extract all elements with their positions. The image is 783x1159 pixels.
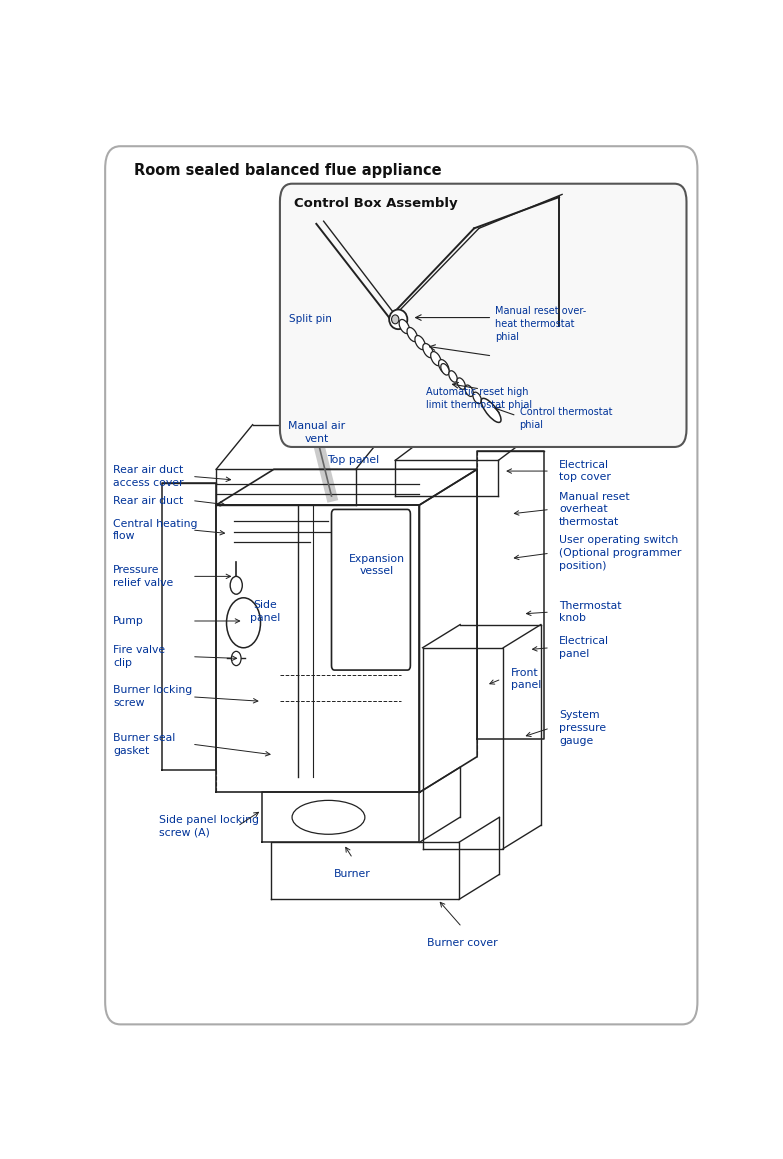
Circle shape <box>230 576 242 595</box>
Ellipse shape <box>473 392 482 403</box>
Ellipse shape <box>407 328 417 342</box>
Text: Manual reset over-
heat thermostat
phial: Manual reset over- heat thermostat phial <box>496 306 586 342</box>
Text: Control Box Assembly: Control Box Assembly <box>294 197 457 210</box>
Ellipse shape <box>438 359 449 373</box>
Text: Room sealed balanced flue appliance: Room sealed balanced flue appliance <box>135 162 442 177</box>
Text: Burner seal
gasket: Burner seal gasket <box>113 732 175 756</box>
FancyBboxPatch shape <box>105 146 698 1025</box>
Text: Electrical
top cover: Electrical top cover <box>559 460 611 482</box>
Text: Pressure
relief valve: Pressure relief valve <box>113 564 173 588</box>
Text: Front
panel: Front panel <box>511 668 541 691</box>
Text: Thermostat
knob: Thermostat knob <box>559 600 622 624</box>
Text: Split pin: Split pin <box>289 314 331 325</box>
Text: System
pressure
gauge: System pressure gauge <box>559 710 606 746</box>
Text: Top panel: Top panel <box>327 454 379 465</box>
Ellipse shape <box>482 399 501 422</box>
Ellipse shape <box>334 513 407 665</box>
Ellipse shape <box>441 364 449 376</box>
Circle shape <box>232 651 241 665</box>
Text: Side panel locking
screw (A): Side panel locking screw (A) <box>158 815 258 838</box>
Circle shape <box>226 598 261 648</box>
Ellipse shape <box>431 351 441 366</box>
Ellipse shape <box>389 309 407 329</box>
Text: Manual air
vent: Manual air vent <box>288 422 345 444</box>
Text: Control thermostat
phial: Control thermostat phial <box>520 407 612 430</box>
Ellipse shape <box>465 385 473 396</box>
Text: Fire valve
clip: Fire valve clip <box>113 646 165 668</box>
Text: Rear air duct: Rear air duct <box>113 496 183 505</box>
Text: Expansion
vessel: Expansion vessel <box>349 554 405 576</box>
Text: Burner cover: Burner cover <box>427 938 497 948</box>
Ellipse shape <box>449 371 457 382</box>
Text: Burner locking
screw: Burner locking screw <box>113 685 193 708</box>
Ellipse shape <box>415 335 425 350</box>
Text: Pump: Pump <box>113 615 144 626</box>
Text: Side
panel: Side panel <box>250 600 280 622</box>
FancyBboxPatch shape <box>280 184 687 447</box>
FancyBboxPatch shape <box>331 510 410 670</box>
Text: Automatic reset high
limit thermostat phial: Automatic reset high limit thermostat ph… <box>426 387 532 410</box>
Ellipse shape <box>456 378 465 389</box>
Text: Central heating
flow: Central heating flow <box>113 518 197 541</box>
Ellipse shape <box>292 801 365 834</box>
Ellipse shape <box>399 320 410 334</box>
Text: Burner: Burner <box>334 869 371 879</box>
Ellipse shape <box>392 315 399 323</box>
Ellipse shape <box>423 343 433 358</box>
Text: Manual reset
overheat
thermostat: Manual reset overheat thermostat <box>559 491 630 527</box>
Text: Electrical
panel: Electrical panel <box>559 636 609 659</box>
Text: Rear air duct
access cover: Rear air duct access cover <box>113 465 183 488</box>
Text: User operating switch
(Optional programmer
position): User operating switch (Optional programm… <box>559 535 681 571</box>
